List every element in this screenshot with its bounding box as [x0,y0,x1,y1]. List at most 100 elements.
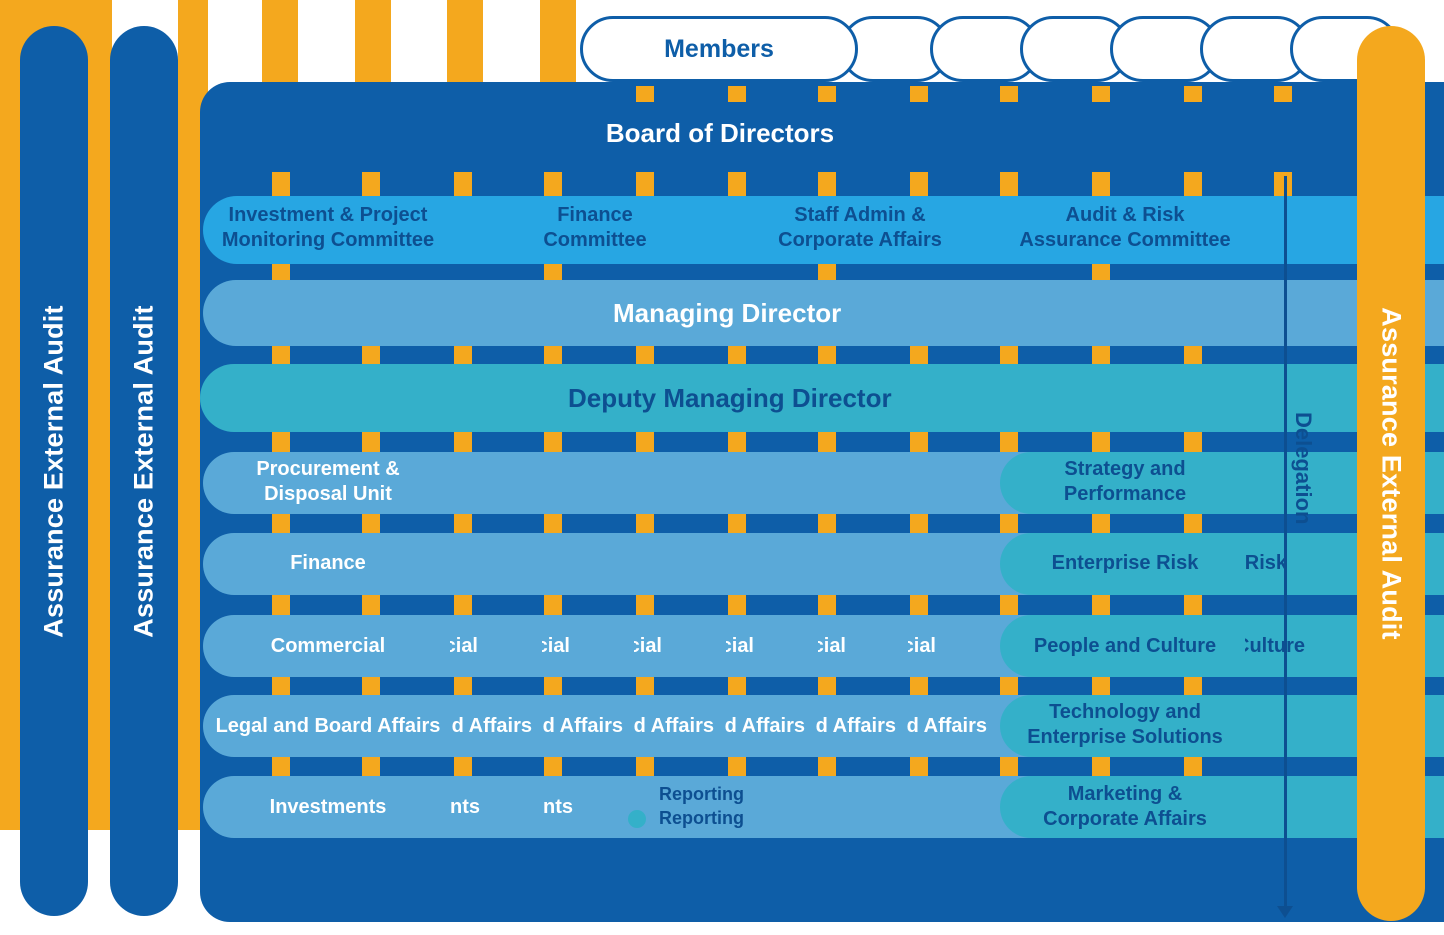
commercial-unit-box: Commercial [210,634,446,659]
assurance-external-audit-pillar-right: Assurance External Audit [1357,26,1425,921]
finance-unit-box: Finance [210,551,446,576]
unit-repeat-fragment: Legal and Board Affairs [725,715,805,737]
committee-line: Finance [557,204,633,226]
delegation-arrow-head [1277,906,1293,918]
unit-line: Technology and [1049,701,1201,723]
unit-repeat-fragment: Investments [543,796,573,818]
connector [1000,172,1018,196]
unit-line: Procurement & [256,458,400,480]
reporting-legend-label: Reporting [659,784,744,804]
people-culture-box: People and Culture [1008,634,1242,659]
unit-repeat-fragment: Legal and Board Affairs [907,715,987,737]
members-box: Members [580,16,858,82]
managing-director-box: Managing Director [203,280,1444,346]
assurance-external-audit-label: Assurance External Audit [38,304,69,638]
unit-repeat-fragment: Commercial [818,635,846,657]
connector [1000,346,1018,364]
committee-line: Staff Admin & [794,204,926,226]
connector [544,172,562,196]
connector [544,264,562,280]
unit-line: Strategy and [1064,458,1186,480]
connector [1184,346,1202,364]
unit-repeat-fragment: Legal and Board Affairs [543,715,623,737]
unit-repeat-fragment: Investments [450,796,480,818]
unit-repeat-fragment: Commercial [634,635,662,657]
connector [1092,86,1110,102]
committee-row [203,196,1444,264]
delegation-arrow-line [1284,176,1287,911]
legal-board-affairs-box: Legal and Board Affairs [208,714,448,739]
connector [1274,172,1292,196]
unit-line: Commercial [270,635,386,657]
audit-risk-committee-box: Audit & Risk Assurance Committee [1016,203,1234,253]
unit-line: Enterprise Risk [1051,552,1199,574]
unit-repeat-fragment: Enterprise Risk [1245,552,1287,574]
connector [544,346,562,364]
unit-line: Enterprise Solutions [1027,726,1223,748]
committee-line: Audit & Risk [1065,204,1185,226]
unit-line: Investments [269,796,387,818]
connector [362,346,380,364]
connector [728,346,746,364]
unit-repeat-fragment: Commercial [450,635,478,657]
assurance-external-audit-pillar-2: Assurance External Audit [110,26,178,916]
committee-line: Monitoring Committee [221,229,435,251]
unit-repeat-fragment: Legal and Board Affairs [452,715,532,737]
committee-line: Committee [543,229,647,251]
unit-line: Marketing & [1067,783,1183,805]
reporting-legend-dot [628,810,646,828]
connector [910,346,928,364]
unit-line: Finance [290,552,366,574]
connector [818,86,836,102]
unit-line: Legal and Board Affairs [215,715,441,737]
unit-repeat-fragment: Commercial [726,635,754,657]
unit-line: Corporate Affairs [1043,808,1207,830]
connector [1184,86,1202,102]
connector [454,346,472,364]
deputy-managing-director-label: Deputy Managing Director [568,382,892,413]
investments-unit-box: Investments [210,795,446,820]
connector [636,346,654,364]
connector [818,172,836,196]
assurance-external-audit-label: Assurance External Audit [128,304,159,638]
members-label: Members [664,34,774,63]
delegation-label: Delegation [1291,412,1316,525]
enterprise-risk-box: Enterprise Risk [1008,551,1242,576]
connector [636,172,654,196]
connector [728,172,746,196]
connector [272,264,290,280]
board-of-directors-label: Board of Directors [605,118,835,148]
unit-repeat-fragment: People and Culture [1245,635,1305,657]
committee-line: Corporate Affairs [778,229,942,251]
committee-line: Assurance Committee [1019,229,1231,251]
unit-repeat-fragment: Legal and Board Affairs [634,715,714,737]
committee-line: Investment & Project [228,204,428,226]
connector [1092,264,1110,280]
finance-committee-box: Finance Committee [500,203,690,253]
assurance-external-audit-label: Assurance External Audit [1376,307,1407,640]
marketing-corporate-box: Marketing & Corporate Affairs [1008,782,1242,832]
technology-solutions-box: Technology and Enterprise Solutions [1008,700,1242,750]
investment-committee-box: Investment & Project Monitoring Committe… [212,203,444,253]
connector [454,172,472,196]
connector [910,86,928,102]
deputy-managing-director-box: Deputy Managing Director [200,364,1444,432]
assurance-external-audit-pillar-1: Assurance External Audit [20,26,88,916]
connector [636,86,654,102]
unit-repeat-fragment: Legal and Board Affairs [816,715,896,737]
unit-repeat-fragment: Commercial [908,635,936,657]
reporting-legend-label: Reporting [659,808,744,828]
connector [818,346,836,364]
procurement-unit-box: Procurement & Disposal Unit [210,457,446,507]
staff-admin-committee-box: Staff Admin & Corporate Affairs [760,203,960,253]
connector [818,264,836,280]
managing-director-label: Managing Director [613,297,842,328]
unit-repeat-fragment: Commercial [542,635,570,657]
connector [1092,172,1110,196]
connector [272,172,290,196]
strategy-performance-box: Strategy and Performance [1008,457,1242,507]
connector [910,172,928,196]
connector [1184,172,1202,196]
connector [1274,86,1292,102]
